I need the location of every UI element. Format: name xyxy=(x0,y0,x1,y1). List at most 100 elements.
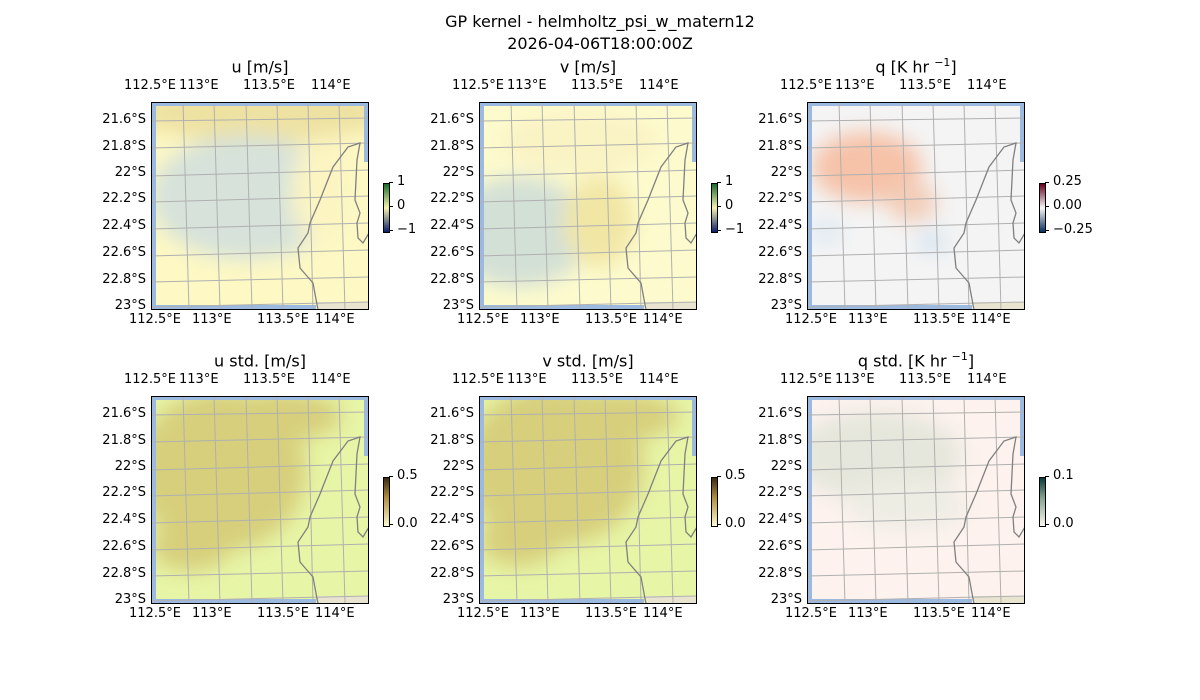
map-axes xyxy=(792,395,1026,605)
gridline-parallel xyxy=(806,142,1026,149)
lat-tick-label: 22.8°S xyxy=(430,566,474,581)
gridline-parallel xyxy=(806,570,1026,577)
panel-title-exponent: −1 xyxy=(934,56,951,69)
water-edge-top xyxy=(151,102,369,106)
lon-tick-label-bottom: 113.5°E xyxy=(913,312,965,327)
lon-tick-label-top: 113.5°E xyxy=(571,372,623,387)
colorbar-tick-label: 0.0 xyxy=(1045,516,1074,531)
lat-tick-label: 22°S xyxy=(114,165,146,180)
gridline-meridian xyxy=(213,395,221,605)
colorbar xyxy=(1039,183,1046,233)
land-corner xyxy=(645,302,697,310)
gridline-meridian xyxy=(604,395,612,605)
colorbar-tick-label: 0.1 xyxy=(1045,468,1074,483)
gridline-parallel xyxy=(806,117,1026,122)
water-edge-top xyxy=(479,102,697,106)
water-edge-right xyxy=(1020,396,1025,456)
lon-tick-label-top: 113.5°E xyxy=(899,78,951,93)
gridline-parallel xyxy=(478,436,698,443)
gridline-parallel xyxy=(806,249,1026,257)
gridline-parallel xyxy=(806,411,1026,416)
land-corner xyxy=(317,302,369,310)
gridline-parallel xyxy=(806,595,1026,602)
lat-tick-label: 21.6°S xyxy=(430,112,474,127)
lat-tick-label: 22.6°S xyxy=(102,539,146,554)
lon-tick-label-bottom: 113°E xyxy=(192,312,232,327)
gridline-meridian xyxy=(307,101,314,311)
lon-tick-label-top: 112.5°E xyxy=(780,372,832,387)
lon-tick-label-bottom: 112.5°E xyxy=(457,606,509,621)
lat-tick-label: 22.4°S xyxy=(430,218,474,233)
lat-tick-label: 22.8°S xyxy=(758,272,802,287)
colorbar-tick-label: −1 xyxy=(388,222,417,237)
lon-tick-label-bottom: 112.5°E xyxy=(785,312,837,327)
lat-tick-label: 22°S xyxy=(770,165,802,180)
gridline-meridian xyxy=(307,395,314,605)
heatmap-field xyxy=(449,101,698,311)
gridline-parallel xyxy=(478,411,698,416)
gridline-parallel xyxy=(806,463,1026,471)
field-region xyxy=(812,132,922,202)
water-edge-left xyxy=(479,396,484,604)
colorbar-tick-label: −1 xyxy=(716,222,745,237)
gridline-parallel xyxy=(478,463,698,471)
lat-tick-label: 23°S xyxy=(114,592,146,607)
gridline-meridian xyxy=(182,101,190,311)
gridline-meridian xyxy=(963,395,970,605)
lon-tick-label-bottom: 113°E xyxy=(520,312,560,327)
lat-tick-label: 23°S xyxy=(442,592,474,607)
lon-tick-label-top: 113°E xyxy=(835,372,875,387)
field-region xyxy=(887,182,937,222)
colorbar xyxy=(711,477,718,527)
lon-tick-label-top: 113.5°E xyxy=(899,372,951,387)
gridline-parallel xyxy=(478,516,698,524)
gridline-meridian xyxy=(541,101,549,311)
water-edge-right xyxy=(1020,102,1025,162)
lon-tick-label-top: 112.5°E xyxy=(780,78,832,93)
gridline-meridian xyxy=(245,395,253,605)
panel-title-end: ] xyxy=(967,351,975,371)
lon-tick-label-top: 113°E xyxy=(179,372,219,387)
water-edge-left xyxy=(807,396,812,604)
lon-tick-label-top: 113.5°E xyxy=(243,372,295,387)
gridline-meridian xyxy=(901,395,909,605)
gridline-meridian xyxy=(932,395,940,605)
gridline-meridian xyxy=(604,101,612,311)
water-edge-top xyxy=(807,396,1025,400)
lat-tick-label: 22.2°S xyxy=(102,485,146,500)
lon-tick-label-bottom: 113°E xyxy=(848,312,888,327)
gridline-parallel xyxy=(478,595,698,602)
gridline-parallel xyxy=(150,463,370,471)
gridline-parallel xyxy=(150,276,370,283)
lat-tick-label: 21.6°S xyxy=(102,112,146,127)
lat-tick-label: 22.6°S xyxy=(102,245,146,260)
map-axes xyxy=(806,101,1026,311)
coastline xyxy=(953,142,1026,311)
colorbar-tick-label: 0.0 xyxy=(717,516,746,531)
gridline-parallel xyxy=(150,489,370,497)
gridline-parallel xyxy=(478,249,698,257)
gridline-parallel xyxy=(806,195,1026,203)
lon-tick-label-bottom: 113°E xyxy=(192,606,232,621)
lat-tick-label: 22.6°S xyxy=(430,245,474,260)
lon-tick-label-top: 113.5°E xyxy=(243,78,295,93)
panel-title: v [m/s] xyxy=(438,56,738,76)
panel-title-text: v std. [m/s] xyxy=(542,351,634,371)
lat-tick-label: 22°S xyxy=(442,165,474,180)
gridline-parallel xyxy=(478,222,698,230)
lat-tick-label: 21.8°S xyxy=(430,433,474,448)
gridline-meridian xyxy=(541,395,549,605)
field-region xyxy=(847,481,967,531)
gridline-parallel xyxy=(806,276,1026,283)
lon-tick-label-bottom: 114°E xyxy=(315,312,355,327)
lat-tick-label: 22.8°S xyxy=(758,566,802,581)
heatmap-field xyxy=(130,82,390,311)
water-edge-right xyxy=(692,102,697,162)
panel-title-text: u [m/s] xyxy=(231,57,289,77)
lon-tick-label-top: 113°E xyxy=(835,78,875,93)
lat-tick-label: 21.8°S xyxy=(758,139,802,154)
map-axes xyxy=(464,386,698,605)
panel-title: u std. [m/s] xyxy=(110,350,410,370)
field-region xyxy=(479,516,559,566)
lat-tick-label: 22.4°S xyxy=(758,512,802,527)
